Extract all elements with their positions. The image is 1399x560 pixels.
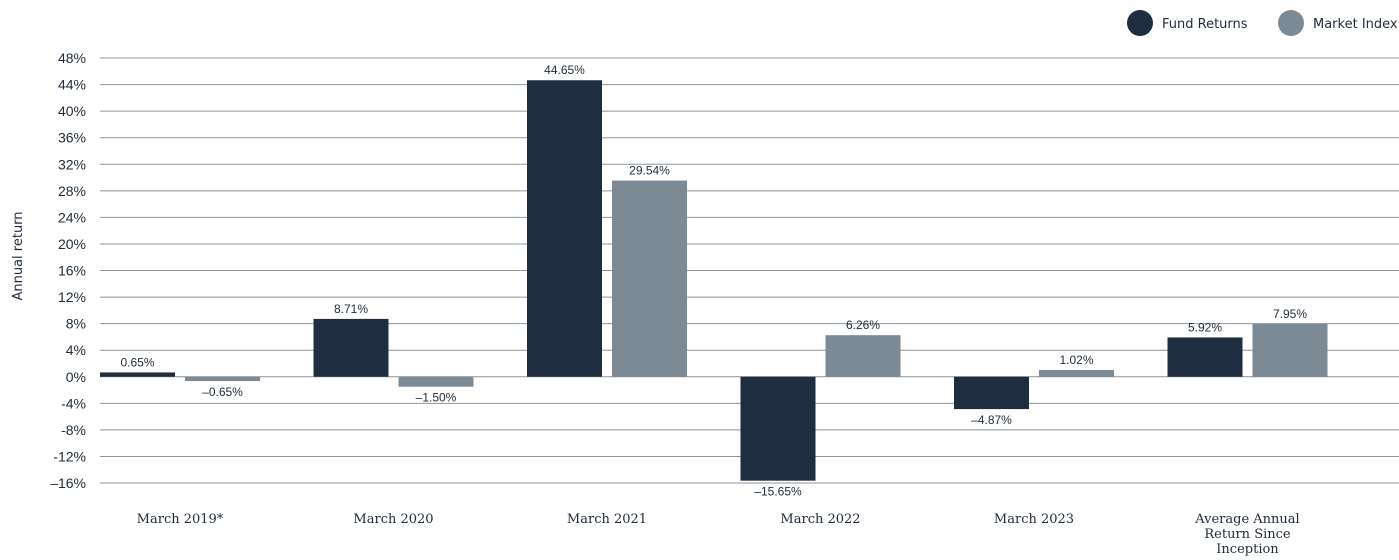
legend-label-market-index: Market Index [1313, 17, 1398, 32]
y-tick-label: 16% [58, 263, 86, 279]
legend: Fund Returns Market Index [1127, 10, 1398, 36]
data-label: 6.26% [846, 318, 880, 332]
category-label-line: March 2020 [353, 512, 433, 527]
bar-market-index [825, 335, 901, 377]
legend-swatch-market-index [1278, 10, 1304, 36]
category-label: March 2022 [780, 512, 860, 527]
bar-fund-returns [740, 376, 816, 481]
y-tick-label: -8% [61, 422, 86, 438]
y-tick-label: 40% [58, 103, 86, 119]
bar-market-index [612, 180, 687, 377]
y-tick-label: –16% [50, 475, 86, 491]
legend-swatch-fund-returns [1127, 10, 1153, 36]
category-label-line: Return Since [1204, 527, 1291, 542]
bar-fund-returns [1167, 337, 1243, 377]
y-tick-label: 20% [58, 236, 86, 252]
category-label: March 2020 [353, 512, 433, 527]
category-label-line: Inception [1216, 542, 1279, 557]
data-label: –1.50% [416, 391, 457, 405]
y-tick-label: -4% [61, 395, 86, 411]
category-label-line: March 2019* [137, 512, 224, 527]
category-label: March 2019* [137, 512, 224, 527]
y-tick-label: 28% [58, 183, 86, 199]
bar-fund-returns [100, 372, 175, 377]
data-label: 44.65% [544, 63, 585, 77]
data-label: –0.65% [202, 385, 243, 399]
bar-fund-returns [313, 318, 389, 377]
y-tick-label: -12% [53, 448, 86, 464]
category-label-line: March 2021 [567, 512, 647, 527]
bars [100, 80, 1328, 481]
data-label: 8.71% [334, 302, 368, 316]
y-tick-label: 4% [66, 342, 86, 358]
y-tick-label: 12% [58, 289, 86, 305]
data-label: 0.65% [120, 355, 154, 369]
bar-fund-returns [527, 80, 602, 377]
y-axis-ticks: 48% 44% 40% 36% 32% 28% 24% 20% 16% 12% 8% 4% 0% -4% -… [50, 50, 86, 491]
legend-label-fund-returns: Fund Returns [1162, 17, 1248, 32]
y-tick-label: 24% [58, 209, 86, 225]
bar-market-index [1039, 369, 1114, 377]
data-label: –15.65% [754, 485, 802, 499]
category-label-line: Average Annual [1194, 512, 1299, 527]
y-tick-label: 44% [58, 77, 86, 93]
y-tick-label: 0% [66, 369, 86, 385]
category-labels: March 2019* March 2020 March 2021 March 202… [137, 512, 1300, 557]
bar-market-index [185, 376, 260, 382]
category-label: March 2021 [567, 512, 647, 527]
y-tick-label: 48% [58, 50, 86, 66]
data-label: 5.92% [1188, 320, 1222, 334]
data-labels: 0.65% –0.65% 8.71% –1.50% 44.65% 29.54% –15.65… [120, 63, 1307, 498]
y-axis-title: Annual return [11, 211, 26, 300]
category-label-line: March 2023 [994, 512, 1074, 527]
y-tick-label: 8% [66, 316, 86, 332]
data-label: –4.87% [971, 413, 1012, 427]
data-label: 1.02% [1059, 353, 1093, 367]
bar-fund-returns [954, 376, 1029, 410]
bar-market-index [1252, 323, 1328, 377]
y-tick-label: 36% [58, 130, 86, 146]
category-label: Average Annual Return Since Inception [1194, 512, 1299, 557]
category-label: March 2023 [994, 512, 1074, 527]
category-label-line: March 2022 [780, 512, 860, 527]
data-label: 29.54% [629, 164, 670, 178]
data-label: 7.95% [1273, 307, 1307, 321]
y-tick-label: 32% [58, 156, 86, 172]
bar-market-index [398, 376, 474, 387]
